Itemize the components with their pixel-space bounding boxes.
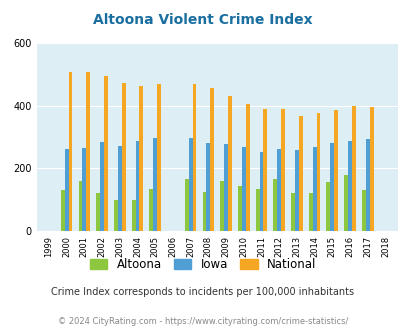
- Bar: [96, 193, 100, 231]
- Bar: [245, 104, 249, 231]
- Bar: [117, 146, 121, 231]
- Bar: [298, 115, 302, 231]
- Bar: [153, 138, 157, 231]
- Bar: [361, 190, 365, 231]
- Bar: [210, 88, 214, 231]
- Bar: [312, 147, 316, 231]
- Bar: [369, 107, 373, 231]
- Bar: [78, 181, 82, 231]
- Bar: [82, 148, 86, 231]
- Bar: [347, 141, 351, 231]
- Text: Crime Index corresponds to incidents per 100,000 inhabitants: Crime Index corresponds to incidents per…: [51, 287, 354, 297]
- Bar: [220, 181, 224, 231]
- Bar: [61, 190, 64, 231]
- Bar: [206, 143, 210, 231]
- Bar: [343, 175, 347, 231]
- Bar: [333, 110, 337, 231]
- Bar: [241, 147, 245, 231]
- Bar: [224, 144, 228, 231]
- Bar: [202, 192, 206, 231]
- Bar: [308, 193, 312, 231]
- Bar: [330, 143, 333, 231]
- Bar: [68, 72, 72, 231]
- Bar: [263, 109, 266, 231]
- Bar: [259, 152, 263, 231]
- Bar: [237, 185, 241, 231]
- Text: Altoona Violent Crime Index: Altoona Violent Crime Index: [93, 13, 312, 27]
- Bar: [273, 179, 277, 231]
- Bar: [149, 189, 153, 231]
- Bar: [100, 142, 104, 231]
- Text: © 2024 CityRating.com - https://www.cityrating.com/crime-statistics/: © 2024 CityRating.com - https://www.city…: [58, 317, 347, 326]
- Bar: [157, 84, 161, 231]
- Bar: [135, 141, 139, 231]
- Bar: [351, 106, 355, 231]
- Bar: [277, 149, 280, 231]
- Bar: [104, 76, 108, 231]
- Bar: [122, 83, 125, 231]
- Bar: [255, 189, 259, 231]
- Bar: [184, 179, 188, 231]
- Bar: [86, 72, 90, 231]
- Bar: [290, 193, 294, 231]
- Bar: [294, 150, 298, 231]
- Bar: [131, 200, 135, 231]
- Bar: [188, 138, 192, 231]
- Bar: [64, 149, 68, 231]
- Bar: [228, 96, 231, 231]
- Bar: [192, 84, 196, 231]
- Bar: [280, 109, 284, 231]
- Bar: [139, 86, 143, 231]
- Bar: [114, 200, 117, 231]
- Legend: Altoona, Iowa, National: Altoona, Iowa, National: [85, 253, 320, 276]
- Bar: [326, 182, 330, 231]
- Bar: [316, 113, 320, 231]
- Bar: [365, 139, 369, 231]
